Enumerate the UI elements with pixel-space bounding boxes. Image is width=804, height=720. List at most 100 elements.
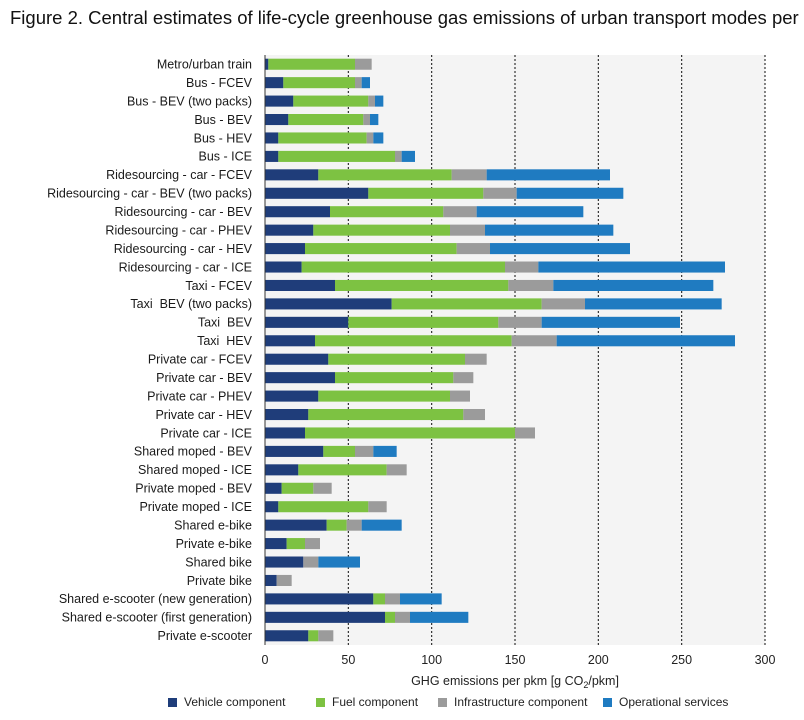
category-label: Ridesourcing - car - ICE	[119, 260, 252, 274]
bar-segment-infrastructure	[368, 95, 375, 107]
legend-swatch	[168, 697, 177, 707]
category-label: Taxi HEV	[197, 334, 253, 348]
bar-segment-operational	[556, 335, 735, 347]
category-label: Shared bike	[185, 555, 252, 569]
bar-segment-fuel	[286, 538, 305, 550]
bar-segment-fuel	[385, 611, 395, 623]
category-label: Private e-bike	[176, 537, 252, 551]
category-label: Private car - FCEV	[148, 353, 253, 367]
bar-segment-vehicle	[265, 538, 287, 550]
category-label: Bus - BEV (two packs)	[127, 94, 252, 108]
bar-segment-infrastructure	[541, 298, 585, 310]
bar-segment-operational	[375, 95, 384, 107]
bar-segment-vehicle	[265, 95, 294, 107]
bar-segment-fuel	[348, 316, 499, 328]
bar-segment-operational	[370, 114, 379, 126]
x-tick-label: 100	[421, 653, 442, 667]
bar-segment-operational	[373, 132, 384, 144]
bar-segment-vehicle	[265, 58, 269, 70]
category-labels: Metro/urban train Bus - FCEV Bus - BEV (tw…	[47, 58, 253, 644]
bar-segment-infrastructure	[346, 519, 362, 531]
category-label: Private car - HEV	[155, 408, 252, 422]
x-axis-label: GHG emissions per pkm [g CO2/pkm]	[411, 674, 619, 690]
bar-segment-vehicle	[265, 427, 305, 439]
bar-segment-vehicle	[265, 611, 385, 623]
stacked-bar-chart: Metro/urban train Bus - FCEV Bus - BEV (tw…	[47, 55, 776, 690]
bar-segment-vehicle	[265, 556, 304, 568]
bar-segment-vehicle	[265, 279, 335, 291]
bar-segment-vehicle	[265, 464, 299, 476]
legend-label: Operational services	[619, 695, 729, 709]
category-label: Private car - BEV	[156, 371, 253, 385]
bar-segment-vehicle	[265, 206, 330, 218]
bar-segment-operational	[410, 611, 469, 623]
bar-segment-vehicle	[265, 169, 319, 181]
bar-segment-vehicle	[265, 316, 349, 328]
bar-segment-operational	[485, 224, 614, 236]
bar-segment-fuel	[305, 243, 457, 255]
bar-segment-vehicle	[265, 630, 309, 642]
bar-segment-operational	[361, 519, 402, 531]
category-label: Ridesourcing - car - PHEV	[105, 223, 252, 237]
bar-segment-vehicle	[265, 114, 289, 126]
bar-segment-operational	[361, 77, 370, 89]
category-label: Shared moped - BEV	[134, 445, 253, 459]
category-label: Metro/urban train	[157, 58, 252, 72]
bar-segment-vehicle	[265, 243, 305, 255]
bar-segment-infrastructure	[453, 372, 474, 384]
bar-segment-operational	[585, 298, 722, 310]
legend-swatch	[438, 697, 447, 707]
bar-segment-fuel	[281, 482, 314, 494]
legend-label: Fuel component	[332, 695, 419, 709]
bar-segment-infrastructure	[366, 132, 374, 144]
bar-segment-operational	[538, 261, 725, 273]
category-label: Shared e-scooter (first generation)	[62, 611, 252, 625]
x-tick-label: 0	[262, 653, 269, 667]
category-label: Private car - PHEV	[147, 389, 253, 403]
legend-swatch	[603, 697, 612, 707]
category-label: Private moped - ICE	[139, 500, 252, 514]
bar-segment-fuel	[313, 224, 450, 236]
bar-segment-infrastructure	[363, 114, 370, 126]
bar-segment-vehicle	[265, 482, 282, 494]
bar-segment-infrastructure	[483, 187, 517, 199]
bar-segment-infrastructure	[395, 611, 410, 623]
bar-segment-infrastructure	[276, 574, 292, 586]
category-label: Private moped - BEV	[135, 482, 252, 496]
bar-segment-infrastructure	[443, 206, 477, 218]
bar-segment-vehicle	[265, 187, 369, 199]
legend-item-vehicle: Vehicle component	[168, 695, 285, 709]
bar-segment-vehicle	[265, 261, 302, 273]
category-label: Ridesourcing - car - BEV (two packs)	[47, 187, 252, 201]
bar-segment-fuel	[301, 261, 505, 273]
bar-segment-vehicle	[265, 390, 319, 402]
legend-label: Vehicle component	[184, 695, 286, 709]
bar-segment-vehicle	[265, 150, 279, 162]
bar-segment-fuel	[278, 150, 395, 162]
bar-segment-infrastructure	[498, 316, 542, 328]
category-label: Shared moped - ICE	[138, 463, 252, 477]
category-label: Shared e-scooter (new generation)	[59, 592, 252, 606]
legend-swatch	[316, 697, 325, 707]
bar-segment-vehicle	[265, 445, 324, 457]
bar-segment-operational	[318, 556, 360, 568]
bar-segment-fuel	[318, 169, 452, 181]
bar-segment-fuel	[315, 335, 512, 347]
bar-segment-infrastructure	[450, 224, 485, 236]
bar-segment-infrastructure	[511, 335, 557, 347]
bar-segment-operational	[490, 243, 630, 255]
category-label: Ridesourcing - car - FCEV	[106, 168, 253, 182]
chart-title: Figure 2. Central estimates of life-cycl…	[10, 7, 804, 28]
category-label: Bus - FCEV	[186, 76, 253, 90]
legend: Vehicle component Fuel component Infrastru…	[0, 695, 804, 717]
bar-segment-fuel	[308, 630, 319, 642]
bar-segment-operational	[541, 316, 680, 328]
category-label: Taxi - FCEV	[185, 279, 252, 293]
bar-segment-infrastructure	[456, 243, 490, 255]
bar-segment-infrastructure	[313, 482, 332, 494]
bar-segment-fuel	[278, 132, 367, 144]
bar-segment-infrastructure	[318, 630, 334, 642]
x-axis-ticks: 0 50 100 150 200 250 300	[262, 653, 776, 667]
category-label: Private e-scooter	[158, 629, 252, 643]
bar-segment-vehicle	[265, 298, 392, 310]
